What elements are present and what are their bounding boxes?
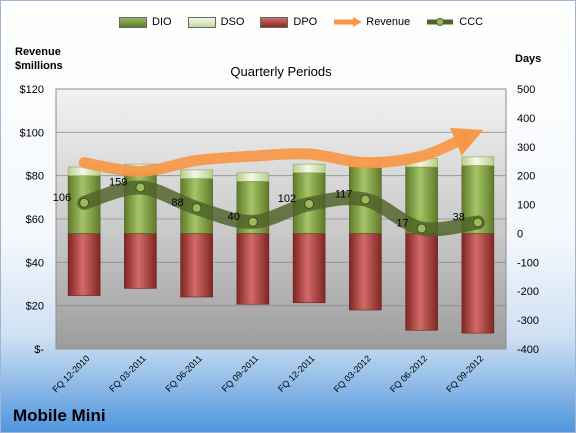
ccc-line	[77, 180, 485, 237]
bar-dso	[461, 156, 495, 166]
left-tick-label: $60	[26, 214, 44, 226]
x-tick-label: FQ 12-2010	[51, 353, 92, 394]
ccc-data-label: 17	[396, 218, 408, 230]
right-tick-label: 0	[517, 228, 523, 240]
bar-dpo	[180, 233, 213, 298]
bar-dpo	[124, 233, 157, 289]
ccc-point	[360, 194, 371, 205]
ccc-data-label: 38	[453, 211, 465, 223]
left-axis-title: Revenue $millions	[15, 45, 63, 73]
bar-dpo	[461, 233, 495, 334]
ccc-data-label: 102	[278, 193, 296, 205]
bar-dso	[180, 169, 213, 179]
ccc-point	[304, 198, 315, 209]
chart-title: Quarterly Periods	[230, 64, 332, 79]
legend-swatch-dio	[119, 16, 147, 28]
legend-arrow-icon	[334, 17, 362, 27]
left-tick-label: $120	[20, 84, 44, 96]
revenue-arrowhead	[449, 127, 484, 156]
ccc-data-label: 88	[171, 197, 183, 209]
ccc-point	[135, 182, 146, 193]
bar-dpo	[67, 233, 101, 296]
x-tick-label: FQ 03-2011	[107, 353, 148, 394]
ccc-point	[79, 197, 90, 208]
legend-item-dso: DSO	[187, 16, 245, 28]
left-tick-label: $20	[26, 301, 44, 313]
x-tick-label: FQ 06-2012	[388, 353, 429, 394]
legend-label-dio: DIO	[152, 16, 172, 28]
legend-swatch-dso	[187, 16, 216, 28]
right-tick-label: 400	[517, 113, 535, 125]
right-tick-label: -100	[517, 257, 539, 269]
left-tick-label: $40	[26, 257, 44, 269]
right-tick-label: 300	[517, 142, 535, 154]
left-axis-title-line1: Revenue	[15, 46, 61, 58]
x-tick-label: FQ 09-2012	[444, 353, 485, 394]
right-tick-label: 100	[517, 200, 535, 212]
ccc-point	[191, 203, 202, 214]
left-tick-label: $100	[20, 127, 44, 139]
bar-dpo	[349, 233, 382, 311]
left-tick-label: $80	[26, 171, 44, 183]
ccc-data-label: 117	[335, 189, 353, 201]
x-tick-label: FQ 12-2011	[276, 353, 317, 394]
legend-label-revenue: Revenue	[366, 16, 411, 28]
bar-dso	[236, 172, 270, 182]
bar-dpo	[405, 233, 438, 331]
right-axis-title: Days	[515, 53, 542, 65]
bar-dso	[292, 163, 326, 174]
legend-item-dpo: DPO	[260, 16, 317, 28]
legend-item-dio: DIO	[119, 16, 172, 28]
company-name: Mobile Mini	[13, 406, 106, 425]
left-tick-label: $-	[34, 344, 44, 356]
right-tick-label: -200	[517, 286, 539, 298]
ccc-data-label: 40	[228, 211, 240, 223]
chart-legend: DIO DSO DPO Revenue CCC	[119, 16, 499, 28]
ccc-point	[472, 217, 483, 228]
right-tick-label: 500	[517, 84, 535, 96]
revenue-line	[78, 132, 471, 177]
right-tick-label: 200	[517, 171, 535, 183]
ccc-data-label: 159	[109, 177, 127, 189]
bar-dpo	[236, 233, 270, 305]
left-axis-title-line2: $millions	[15, 60, 63, 72]
bar-dpo	[292, 233, 326, 304]
right-tick-label: -300	[517, 315, 539, 327]
legend-item-revenue: Revenue	[333, 16, 410, 28]
legend-item-ccc: CCC	[426, 16, 483, 28]
legend-ccc-icon	[427, 18, 454, 26]
ccc-point	[416, 223, 427, 234]
x-tick-label: FQ 09-2011	[220, 353, 261, 394]
x-tick-label: FQ 03-2012	[332, 353, 373, 394]
legend-swatch-dpo	[260, 16, 289, 28]
legend-label-dso: DSO	[220, 16, 245, 28]
x-tick-label: FQ 06-2011	[163, 353, 204, 394]
right-tick-label: -400	[517, 344, 539, 356]
ccc-data-label: 106	[53, 192, 71, 204]
legend-label-dpo: DPO	[293, 16, 318, 28]
legend-label-ccc: CCC	[459, 16, 484, 28]
ccc-point	[247, 216, 258, 227]
